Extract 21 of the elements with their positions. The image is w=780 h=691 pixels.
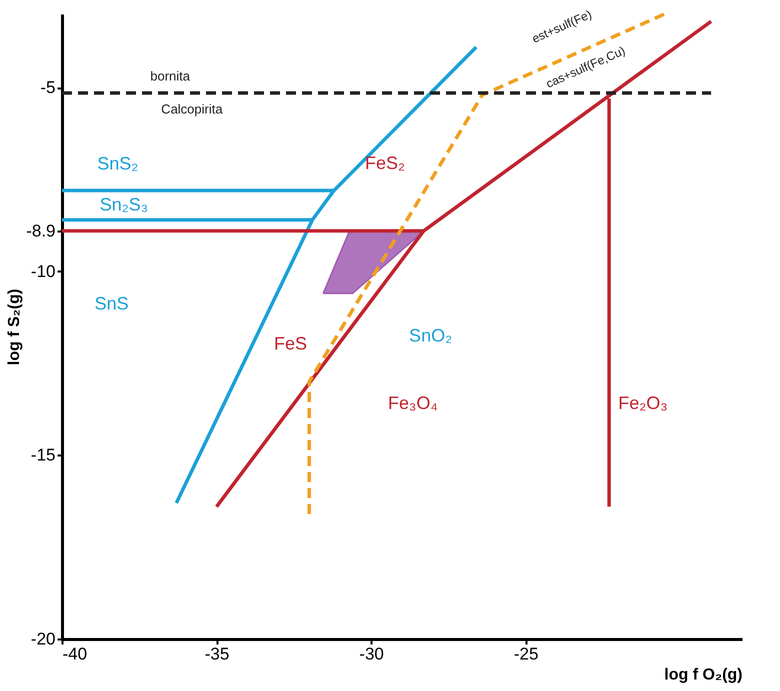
annotation: SnO₂ bbox=[409, 326, 452, 346]
y-tick-label: -8.9 bbox=[26, 221, 56, 240]
annotation: SnS₂ bbox=[97, 154, 138, 174]
y-tick-label: -15 bbox=[30, 446, 56, 465]
annotation: Fe₃O₄ bbox=[388, 393, 438, 413]
x-tick-label: -30 bbox=[359, 644, 384, 664]
annotation: SnS bbox=[94, 294, 129, 314]
y-tick-label: -5 bbox=[40, 78, 56, 98]
annotation: bornita bbox=[150, 68, 191, 84]
annotation: Fe₂O₃ bbox=[618, 393, 668, 413]
annotation: Calcopirita bbox=[161, 102, 224, 117]
y-tick-label: -20 bbox=[30, 630, 56, 648]
y-axis-title: log f S₂(g) bbox=[6, 288, 24, 366]
annotation: FeS₂ bbox=[365, 153, 406, 173]
x-axis-title: log f O₂(g) bbox=[664, 666, 742, 684]
annotation: Sn₂S₃ bbox=[100, 194, 148, 214]
annotation: FeS bbox=[274, 334, 307, 354]
x-tick-label: -35 bbox=[204, 644, 230, 664]
x-tick-label: -25 bbox=[514, 644, 538, 664]
x-tick-label: -40 bbox=[62, 644, 88, 664]
y-tick-label: -10 bbox=[30, 262, 56, 281]
